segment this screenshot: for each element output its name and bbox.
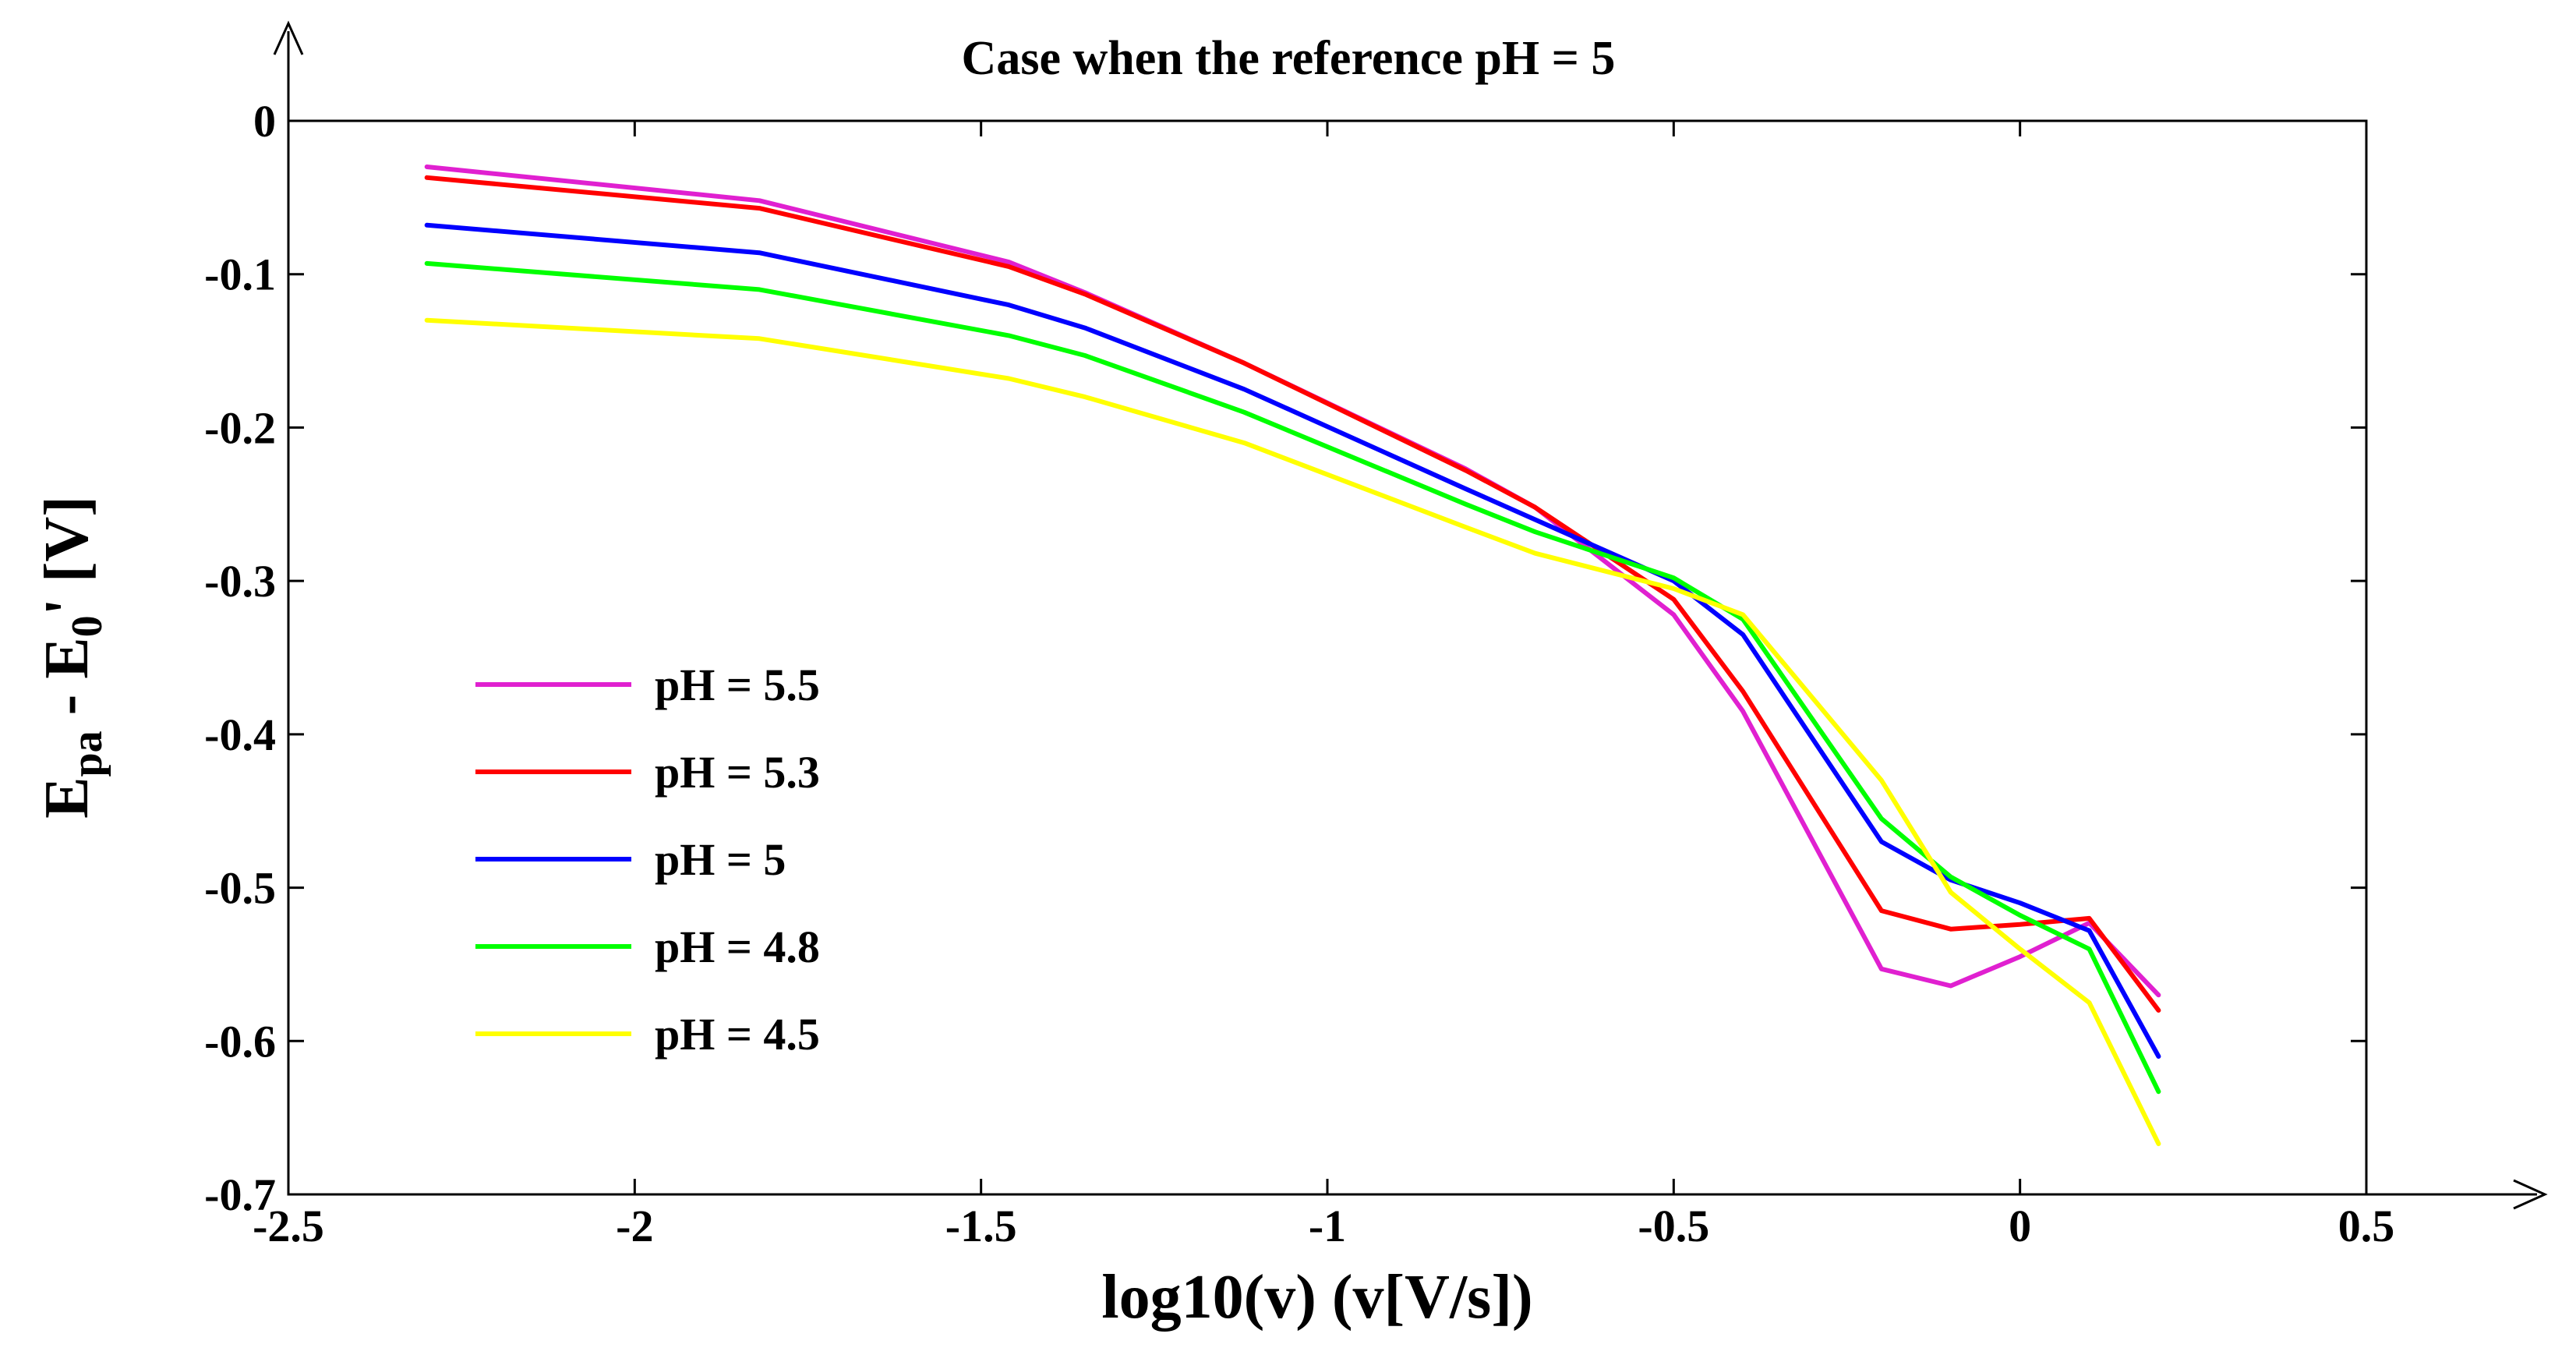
y-tick-label: -0.5 bbox=[204, 863, 276, 914]
y-tick-label: -0.6 bbox=[204, 1016, 276, 1067]
x-tick-label: -2.5 bbox=[253, 1201, 324, 1251]
y-axis-label: Epa - E0' [V] bbox=[33, 496, 111, 819]
y-axis-label-middle: - E bbox=[33, 637, 101, 731]
y-axis-label-sub2: 0 bbox=[63, 615, 111, 637]
series-group bbox=[424, 165, 2161, 1147]
y-tick-label: -0.3 bbox=[204, 556, 276, 607]
x-tick-label: -2 bbox=[616, 1201, 653, 1251]
legend-label: pH = 4.5 bbox=[655, 1009, 820, 1060]
y-axis-arrowhead bbox=[273, 20, 304, 55]
x-tick-label: -1.5 bbox=[945, 1201, 1017, 1251]
legend-label: pH = 5.5 bbox=[655, 660, 820, 710]
y-axis-label-base: E bbox=[33, 777, 101, 819]
x-tick-label: -0.5 bbox=[1638, 1201, 1709, 1251]
x-axis-arrowhead bbox=[2513, 1179, 2548, 1210]
plot-area bbox=[287, 119, 2368, 1196]
x-tick-label: 0.5 bbox=[2338, 1201, 2395, 1251]
series-line-3 bbox=[424, 260, 2161, 1095]
y-tick-label: -0.7 bbox=[204, 1169, 276, 1220]
y-axis-label-sub1: pa bbox=[63, 731, 111, 777]
x-axis-label: log10(v) (v[V/s]) bbox=[1101, 1263, 1532, 1332]
legend-label: pH = 5.3 bbox=[655, 747, 820, 798]
y-tick-label: 0 bbox=[253, 96, 276, 147]
y-axis-label-suffix: ' [V] bbox=[33, 496, 101, 615]
x-tick-label: -1 bbox=[1309, 1201, 1346, 1251]
y-tick-label: -0.1 bbox=[204, 249, 276, 300]
axis-ticks: -2.5 -2 -1.5 -1 -0.5 0 0.5 0 -0.1 -0.2 -0.3 -0.4 -0.… bbox=[204, 96, 2394, 1251]
y-tick-label: -0.4 bbox=[204, 709, 276, 760]
series-line-4 bbox=[424, 317, 2161, 1147]
y-tick-label: -0.2 bbox=[204, 402, 276, 453]
legend: pH = 5.5 pH = 5.3 pH = 5 pH = 4.8 pH = 4.5 bbox=[475, 660, 820, 1060]
series-line-0 bbox=[424, 165, 2161, 998]
x-tick-label: 0 bbox=[2009, 1201, 2031, 1251]
chart-title: Case when the reference pH = 5 bbox=[962, 32, 1616, 85]
legend-label: pH = 4.8 bbox=[655, 922, 820, 972]
legend-label: pH = 5 bbox=[655, 834, 786, 885]
series-line-2 bbox=[424, 222, 2161, 1059]
